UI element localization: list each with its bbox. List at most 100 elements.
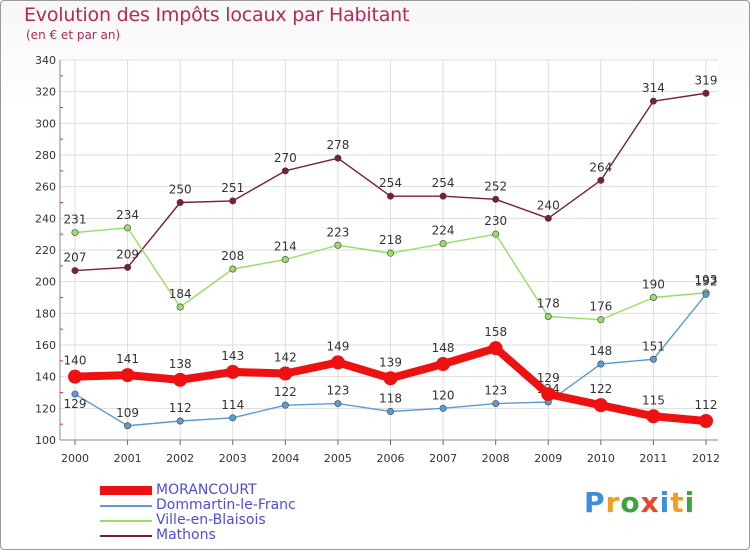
- y-tick-label: 340: [35, 54, 56, 67]
- data-point: [124, 263, 132, 271]
- y-tick-label: 300: [35, 117, 56, 130]
- data-point: [646, 409, 661, 424]
- data-label: 178: [537, 297, 560, 311]
- legend-label-ville-en-blaisois: Ville-en-Blaisois: [156, 512, 266, 528]
- x-tick-label: 2004: [271, 452, 299, 465]
- data-label: 109: [116, 406, 139, 420]
- data-point: [281, 255, 289, 263]
- x-tick-label: 2008: [482, 452, 510, 465]
- logo-letter: i: [684, 486, 696, 519]
- data-point: [176, 303, 184, 311]
- data-label: 148: [589, 344, 612, 358]
- data-label: 139: [379, 355, 402, 369]
- x-tick-label: 2010: [587, 452, 615, 465]
- data-point: [334, 154, 342, 162]
- data-label: 122: [589, 382, 612, 396]
- data-point: [124, 422, 132, 430]
- data-label: 143: [221, 349, 244, 363]
- data-point: [649, 97, 657, 105]
- x-tick-label: 2002: [166, 452, 194, 465]
- x-tick-label: 2000: [61, 452, 89, 465]
- x-tick-label: 2011: [639, 452, 667, 465]
- x-tick-label: 2012: [692, 452, 720, 465]
- data-label: 214: [274, 240, 297, 254]
- data-point: [225, 364, 240, 379]
- data-point: [229, 197, 237, 205]
- data-point: [386, 192, 394, 200]
- data-label: 231: [64, 213, 87, 227]
- data-point: [702, 290, 710, 298]
- data-label: 209: [116, 247, 139, 261]
- data-point: [544, 312, 552, 320]
- data-label: 151: [642, 339, 665, 353]
- y-tick-label: 320: [35, 86, 56, 99]
- data-label: 140: [64, 354, 87, 368]
- data-label: 270: [274, 151, 297, 165]
- y-tick-label: 140: [35, 371, 56, 384]
- data-point: [386, 407, 394, 415]
- data-point: [334, 400, 342, 408]
- proxiti-logo: Proxiti: [584, 486, 695, 519]
- data-point: [649, 293, 657, 301]
- y-tick-label: 100: [35, 434, 56, 447]
- data-point: [120, 368, 135, 383]
- data-label: 123: [326, 384, 349, 398]
- logo-letter: x: [640, 486, 660, 519]
- legend-swatch-dommartin: [100, 505, 152, 507]
- data-label: 129: [537, 371, 560, 385]
- data-label: 230: [484, 214, 507, 228]
- data-label: 149: [326, 339, 349, 353]
- y-tick-label: 180: [35, 307, 56, 320]
- data-label: 224: [432, 224, 455, 238]
- data-label: 112: [169, 401, 192, 415]
- data-point: [386, 249, 394, 257]
- data-label: 176: [589, 300, 612, 314]
- data-point: [281, 401, 289, 409]
- y-tick-label: 240: [35, 212, 56, 225]
- data-point: [229, 265, 237, 273]
- data-label: 148: [432, 341, 455, 355]
- data-point: [702, 89, 710, 97]
- legend-swatch-mathons: [100, 535, 152, 537]
- legend-label-dommartin: Dommartin-le-Franc: [156, 497, 296, 513]
- data-point: [176, 199, 184, 207]
- legend-label-morancourt: MORANCOURT: [156, 482, 257, 498]
- data-point: [597, 316, 605, 324]
- data-label: 190: [642, 278, 665, 292]
- data-label: 123: [484, 384, 507, 398]
- y-tick-label: 220: [35, 244, 56, 257]
- data-point: [544, 214, 552, 222]
- data-label: 112: [695, 398, 718, 412]
- data-point: [229, 414, 237, 422]
- y-tick-label: 260: [35, 181, 56, 194]
- data-label: 115: [642, 393, 665, 407]
- data-label: 278: [326, 138, 349, 152]
- data-point: [334, 241, 342, 249]
- data-label: 252: [484, 179, 507, 193]
- data-point: [597, 360, 605, 368]
- data-label: 184: [169, 287, 192, 301]
- logo-letter: t: [670, 486, 685, 519]
- data-point: [124, 224, 132, 232]
- data-point: [439, 192, 447, 200]
- data-label: 129: [64, 397, 87, 411]
- data-point: [439, 240, 447, 248]
- legend-swatch-ville-en-blaisois: [100, 520, 152, 522]
- data-point: [593, 398, 608, 413]
- data-point: [492, 195, 500, 203]
- data-point: [281, 167, 289, 175]
- data-label: 118: [379, 392, 402, 406]
- data-point: [330, 355, 345, 370]
- x-tick-label: 2006: [377, 452, 405, 465]
- x-tick-label: 2003: [219, 452, 247, 465]
- data-point: [176, 417, 184, 425]
- data-label: 234: [116, 208, 139, 222]
- data-label: 218: [379, 233, 402, 247]
- data-label: 223: [326, 225, 349, 239]
- data-label: 138: [169, 357, 192, 371]
- data-point: [488, 341, 503, 356]
- data-label: 240: [537, 198, 560, 212]
- y-tick-label: 200: [35, 276, 56, 289]
- logo-letter: P: [584, 486, 606, 519]
